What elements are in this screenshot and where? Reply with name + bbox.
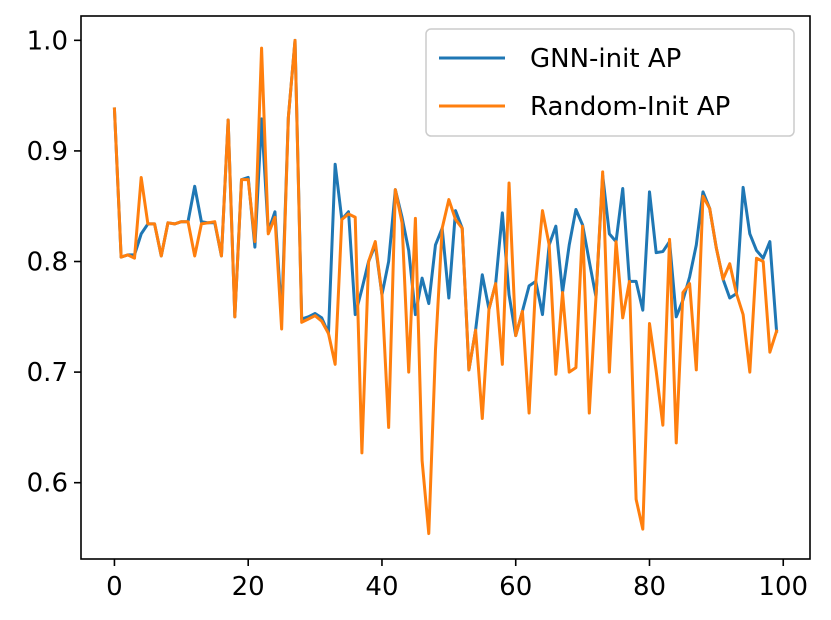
- y-tick-label: 0.8: [27, 248, 68, 278]
- x-tick-label: 20: [232, 572, 265, 602]
- y-tick-label: 0.7: [27, 358, 68, 388]
- legend: GNN-init AP Random-Init AP: [425, 28, 795, 137]
- plot-lines: [112, 38, 779, 536]
- plot-frame: [80, 15, 811, 560]
- x-tick-label: 40: [365, 572, 398, 602]
- legend-label-random-init: Random-Init AP: [530, 92, 730, 122]
- legend-box: [425, 28, 795, 137]
- x-tick-label: 0: [106, 572, 123, 602]
- series-line-random-init-ap: [112, 38, 779, 536]
- legend-label-gnn-init: GNN-init AP: [530, 44, 681, 74]
- x-tick-label: 80: [633, 572, 666, 602]
- x-tick-label: 100: [758, 572, 808, 602]
- x-axis: 0 20 40 60 80 100: [106, 559, 808, 602]
- y-tick-label: 0.9: [27, 137, 68, 167]
- y-axis: 0.6 0.7 0.8 0.9 1.0: [27, 26, 81, 499]
- y-tick-label: 0.6: [27, 469, 68, 499]
- x-tick-label: 60: [499, 572, 532, 602]
- y-tick-label: 1.0: [27, 26, 68, 56]
